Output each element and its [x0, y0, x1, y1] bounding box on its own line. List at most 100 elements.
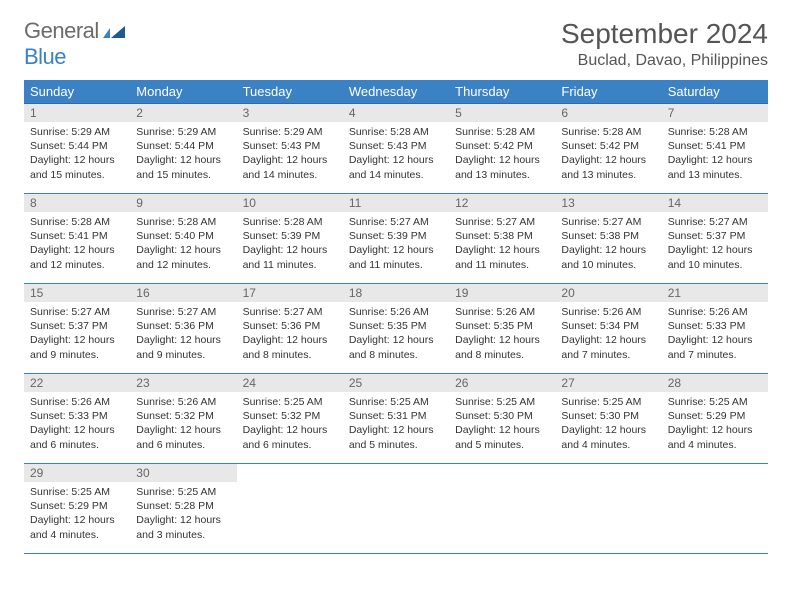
daylight2-text: and 8 minutes. [455, 348, 549, 362]
cell-body: Sunrise: 5:28 AMSunset: 5:42 PMDaylight:… [555, 122, 661, 188]
day-number: 8 [24, 194, 130, 212]
daylight1-text: Daylight: 12 hours [136, 333, 230, 347]
daylight1-text: Daylight: 12 hours [668, 153, 762, 167]
daylight1-text: Daylight: 12 hours [136, 423, 230, 437]
daylight2-text: and 11 minutes. [455, 258, 549, 272]
cell-body: Sunrise: 5:27 AMSunset: 5:39 PMDaylight:… [343, 212, 449, 278]
sunrise-text: Sunrise: 5:29 AM [136, 125, 230, 139]
daylight1-text: Daylight: 12 hours [561, 153, 655, 167]
daylight2-text: and 6 minutes. [243, 438, 337, 452]
sunset-text: Sunset: 5:35 PM [455, 319, 549, 333]
title-area: September 2024 Buclad, Davao, Philippine… [561, 18, 768, 70]
sunrise-text: Sunrise: 5:25 AM [136, 485, 230, 499]
calendar-cell: 7Sunrise: 5:28 AMSunset: 5:41 PMDaylight… [662, 104, 768, 194]
day-number: 3 [237, 104, 343, 122]
daylight1-text: Daylight: 12 hours [136, 243, 230, 257]
sunrise-text: Sunrise: 5:25 AM [243, 395, 337, 409]
calendar-cell: 2Sunrise: 5:29 AMSunset: 5:44 PMDaylight… [130, 104, 236, 194]
sunset-text: Sunset: 5:38 PM [561, 229, 655, 243]
daylight2-text: and 5 minutes. [349, 438, 443, 452]
daylight2-text: and 7 minutes. [668, 348, 762, 362]
calendar-row: 29Sunrise: 5:25 AMSunset: 5:29 PMDayligh… [24, 464, 768, 554]
day-number: 2 [130, 104, 236, 122]
cell-body: Sunrise: 5:29 AMSunset: 5:44 PMDaylight:… [130, 122, 236, 188]
calendar-cell: 22Sunrise: 5:26 AMSunset: 5:33 PMDayligh… [24, 374, 130, 464]
calendar-cell: 4Sunrise: 5:28 AMSunset: 5:43 PMDaylight… [343, 104, 449, 194]
cell-body: Sunrise: 5:28 AMSunset: 5:39 PMDaylight:… [237, 212, 343, 278]
day-number: 12 [449, 194, 555, 212]
cell-body: Sunrise: 5:28 AMSunset: 5:43 PMDaylight:… [343, 122, 449, 188]
day-number: 23 [130, 374, 236, 392]
cell-body: Sunrise: 5:28 AMSunset: 5:41 PMDaylight:… [24, 212, 130, 278]
daylight1-text: Daylight: 12 hours [30, 513, 124, 527]
sunset-text: Sunset: 5:33 PM [30, 409, 124, 423]
calendar-cell: 17Sunrise: 5:27 AMSunset: 5:36 PMDayligh… [237, 284, 343, 374]
sunset-text: Sunset: 5:32 PM [136, 409, 230, 423]
sunset-text: Sunset: 5:33 PM [668, 319, 762, 333]
sunset-text: Sunset: 5:28 PM [136, 499, 230, 513]
sunset-text: Sunset: 5:39 PM [349, 229, 443, 243]
weekday-header: Wednesday [343, 80, 449, 104]
calendar-cell: 8Sunrise: 5:28 AMSunset: 5:41 PMDaylight… [24, 194, 130, 284]
daylight1-text: Daylight: 12 hours [243, 153, 337, 167]
weekday-header: Monday [130, 80, 236, 104]
day-number: 5 [449, 104, 555, 122]
cell-body: Sunrise: 5:25 AMSunset: 5:32 PMDaylight:… [237, 392, 343, 458]
calendar-cell: 30Sunrise: 5:25 AMSunset: 5:28 PMDayligh… [130, 464, 236, 554]
sunrise-text: Sunrise: 5:28 AM [136, 215, 230, 229]
cell-body: Sunrise: 5:25 AMSunset: 5:31 PMDaylight:… [343, 392, 449, 458]
sunrise-text: Sunrise: 5:25 AM [668, 395, 762, 409]
day-number: 14 [662, 194, 768, 212]
daylight2-text: and 12 minutes. [30, 258, 124, 272]
cell-body: Sunrise: 5:28 AMSunset: 5:41 PMDaylight:… [662, 122, 768, 188]
sunrise-text: Sunrise: 5:26 AM [349, 305, 443, 319]
sunrise-text: Sunrise: 5:27 AM [243, 305, 337, 319]
logo-mark-icon [103, 18, 125, 44]
sunset-text: Sunset: 5:34 PM [561, 319, 655, 333]
calendar-cell: 21Sunrise: 5:26 AMSunset: 5:33 PMDayligh… [662, 284, 768, 374]
day-number: 20 [555, 284, 661, 302]
logo-text-blue: Blue [24, 44, 66, 69]
day-number: 15 [24, 284, 130, 302]
day-number: 27 [555, 374, 661, 392]
day-number: 26 [449, 374, 555, 392]
daylight1-text: Daylight: 12 hours [668, 243, 762, 257]
day-number: 4 [343, 104, 449, 122]
sunset-text: Sunset: 5:44 PM [30, 139, 124, 153]
day-number: 13 [555, 194, 661, 212]
day-number: 30 [130, 464, 236, 482]
calendar-cell [662, 464, 768, 554]
daylight2-text: and 15 minutes. [30, 168, 124, 182]
daylight1-text: Daylight: 12 hours [349, 423, 443, 437]
sunset-text: Sunset: 5:42 PM [561, 139, 655, 153]
daylight1-text: Daylight: 12 hours [561, 423, 655, 437]
weekday-header: Saturday [662, 80, 768, 104]
cell-body: Sunrise: 5:26 AMSunset: 5:33 PMDaylight:… [24, 392, 130, 458]
calendar-cell: 28Sunrise: 5:25 AMSunset: 5:29 PMDayligh… [662, 374, 768, 464]
sunrise-text: Sunrise: 5:27 AM [455, 215, 549, 229]
sunset-text: Sunset: 5:29 PM [30, 499, 124, 513]
month-title: September 2024 [561, 18, 768, 50]
calendar-cell: 18Sunrise: 5:26 AMSunset: 5:35 PMDayligh… [343, 284, 449, 374]
cell-body: Sunrise: 5:26 AMSunset: 5:34 PMDaylight:… [555, 302, 661, 368]
weekday-header: Tuesday [237, 80, 343, 104]
sunrise-text: Sunrise: 5:27 AM [30, 305, 124, 319]
location: Buclad, Davao, Philippines [561, 52, 768, 70]
cell-body: Sunrise: 5:28 AMSunset: 5:40 PMDaylight:… [130, 212, 236, 278]
day-number: 25 [343, 374, 449, 392]
cell-body: Sunrise: 5:27 AMSunset: 5:38 PMDaylight:… [555, 212, 661, 278]
cell-body: Sunrise: 5:29 AMSunset: 5:43 PMDaylight:… [237, 122, 343, 188]
daylight2-text: and 3 minutes. [136, 528, 230, 542]
cell-body: Sunrise: 5:27 AMSunset: 5:37 PMDaylight:… [662, 212, 768, 278]
calendar-cell [449, 464, 555, 554]
calendar-cell: 9Sunrise: 5:28 AMSunset: 5:40 PMDaylight… [130, 194, 236, 284]
daylight1-text: Daylight: 12 hours [349, 243, 443, 257]
cell-body: Sunrise: 5:27 AMSunset: 5:38 PMDaylight:… [449, 212, 555, 278]
sunset-text: Sunset: 5:38 PM [455, 229, 549, 243]
sunrise-text: Sunrise: 5:28 AM [561, 125, 655, 139]
calendar-cell: 23Sunrise: 5:26 AMSunset: 5:32 PMDayligh… [130, 374, 236, 464]
cell-body: Sunrise: 5:26 AMSunset: 5:33 PMDaylight:… [662, 302, 768, 368]
calendar-cell: 27Sunrise: 5:25 AMSunset: 5:30 PMDayligh… [555, 374, 661, 464]
daylight2-text: and 10 minutes. [668, 258, 762, 272]
daylight2-text: and 4 minutes. [561, 438, 655, 452]
